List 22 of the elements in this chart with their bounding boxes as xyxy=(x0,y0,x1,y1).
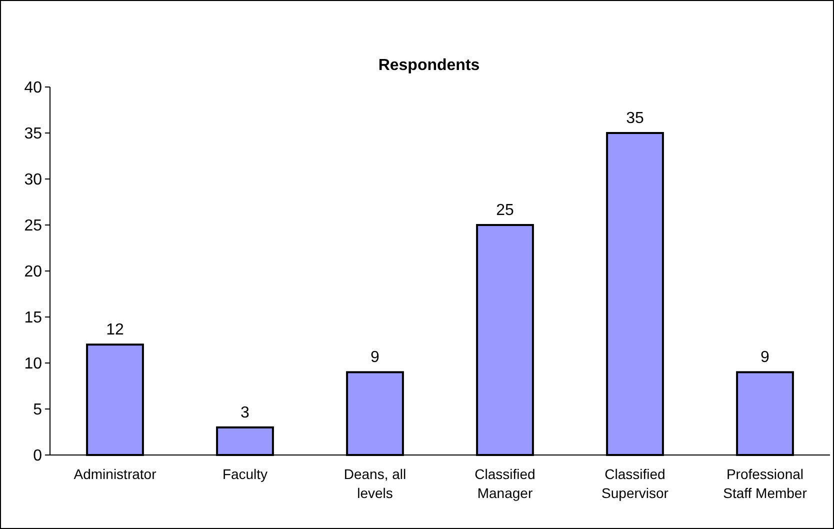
x-tick-label: Administrator xyxy=(74,466,157,482)
data-label: 12 xyxy=(106,322,124,339)
chart-title: Respondents xyxy=(378,57,480,74)
y-tick-label: 20 xyxy=(24,264,42,281)
x-tick-label: Deans, all levels xyxy=(344,466,406,501)
y-tick-label: 30 xyxy=(24,172,42,189)
data-label: 35 xyxy=(626,110,644,127)
y-tick-label: 40 xyxy=(24,80,42,97)
x-tick-label: Faculty xyxy=(222,466,268,482)
x-tick-label: Classified Supervisor xyxy=(602,466,669,501)
y-tick-label: 35 xyxy=(24,126,42,143)
data-label: 9 xyxy=(370,349,380,366)
data-label: 25 xyxy=(496,202,514,219)
data-label: 3 xyxy=(240,404,250,422)
data-label: 9 xyxy=(760,349,770,366)
y-tick-label: 15 xyxy=(24,310,42,327)
x-tick-label: Classified Manager xyxy=(474,466,536,501)
y-tick-label: 5 xyxy=(33,402,42,419)
y-tick-label: 10 xyxy=(24,356,42,373)
y-tick-label: 25 xyxy=(24,218,42,235)
x-tick-label: Professional Staff Member xyxy=(723,466,808,501)
y-tick-label: 0 xyxy=(33,448,42,465)
